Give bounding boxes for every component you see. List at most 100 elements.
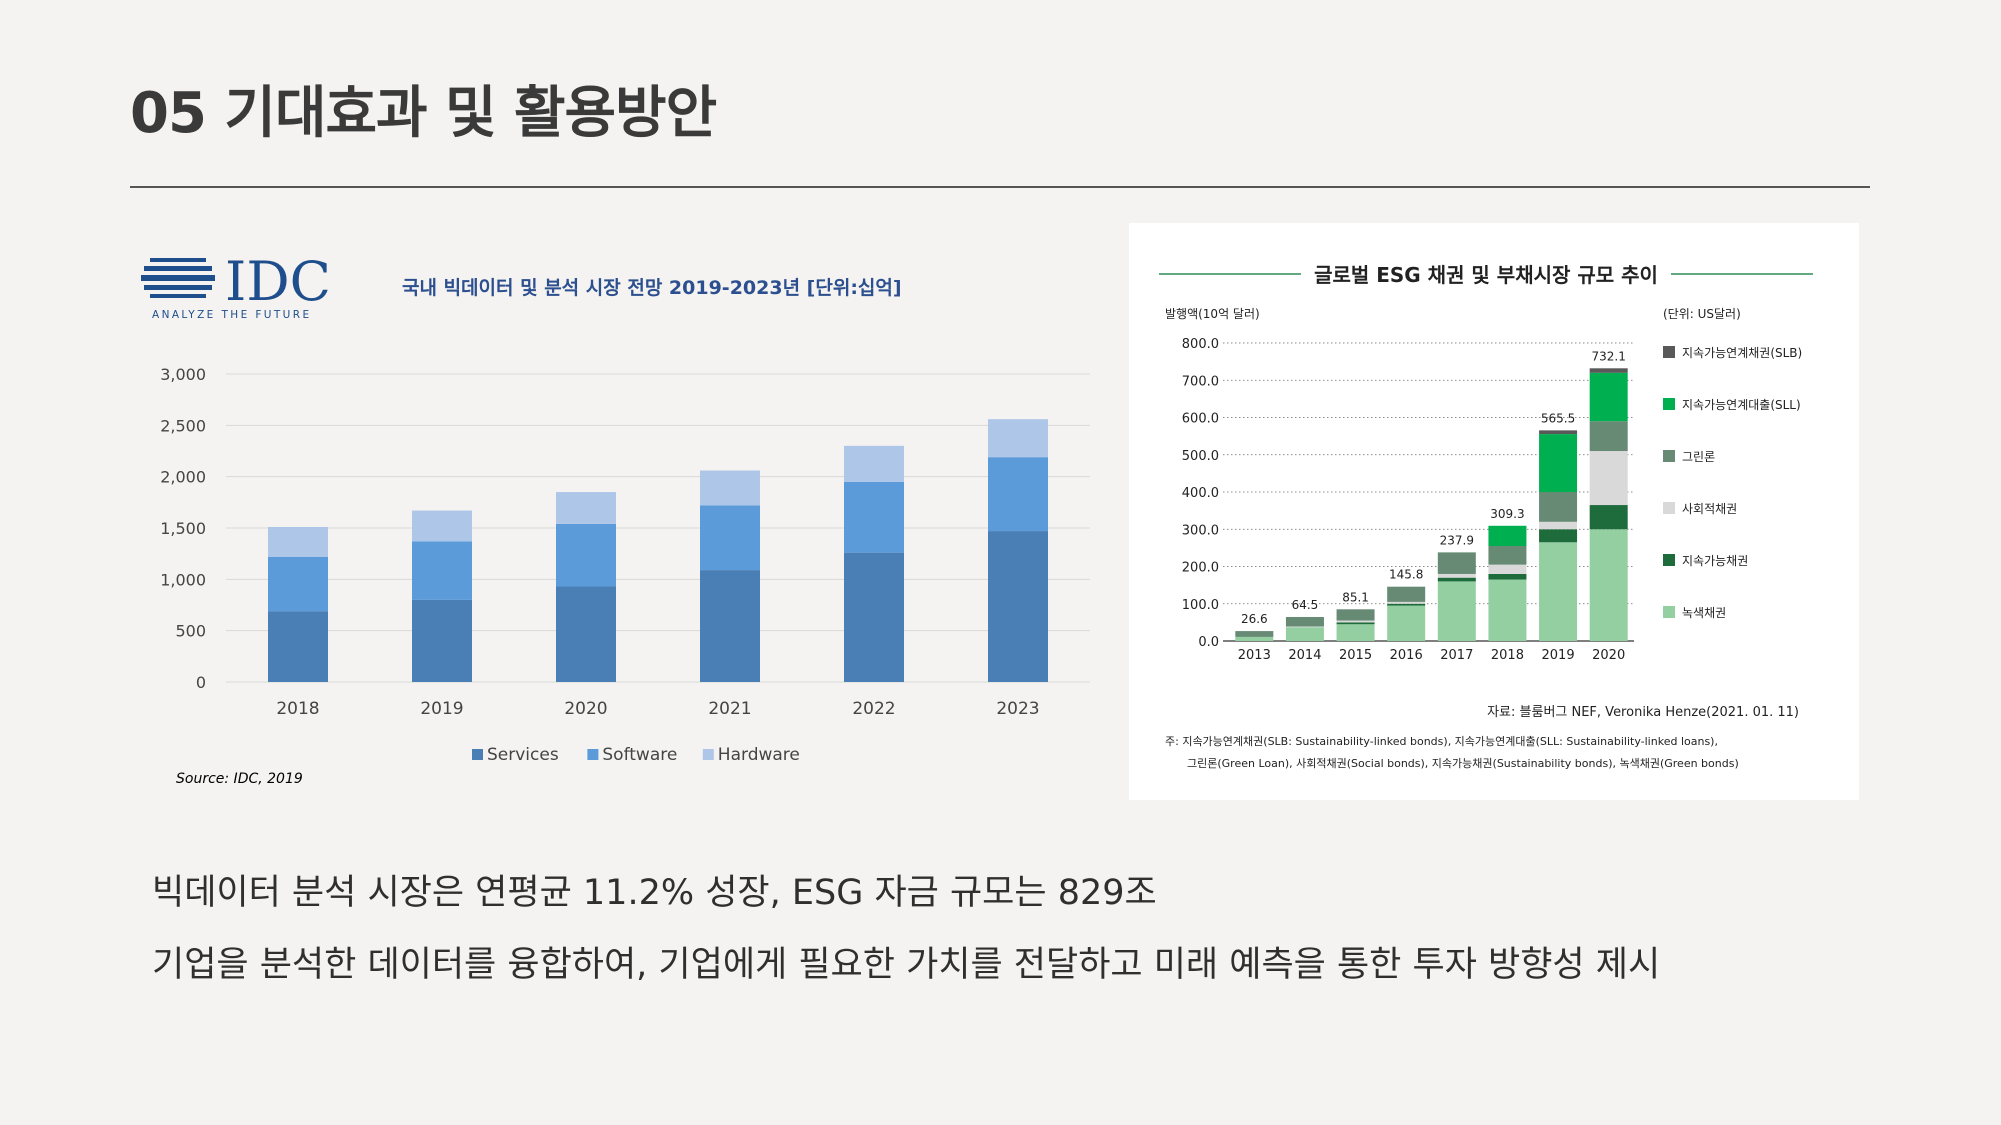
bar-services-2018 [268,611,328,682]
bar-segment-0-2019 [1539,542,1578,641]
idc-logo-text: IDC [225,250,331,313]
legend-swatch-software [587,749,599,760]
legend-label-hardware: Hardware [718,745,800,765]
total-label-2018: 309.3 [1490,507,1524,521]
y-tick-label: 800.0 [1182,337,1219,352]
legend-label-2: 그린론 [1682,450,1715,464]
bar-services-2023 [988,531,1048,682]
summary-line-2: 기업을 분석한 데이터를 융합하여, 기업에게 필요한 가치를 전달하고 미래 … [152,945,1661,985]
legend-swatch-5 [1663,606,1675,618]
x-tick-label: 2017 [1440,648,1473,663]
summary-line-1: 빅데이터 분석 시장은 연평균 11.2% 성장, ESG 자금 규모는 829… [152,873,1157,913]
bar-segment-3-2016 [1387,586,1426,602]
legend-swatch-services [472,749,483,760]
bar-segment-0-2016 [1387,605,1426,641]
total-label-2017: 237.9 [1440,533,1474,547]
bar-services-2020 [556,586,616,682]
idc-globe-icon [141,258,215,298]
esg-chart-panel: 글로벌 ESG 채권 및 부채시장 규모 추이 발행액(10억 달러) (단위:… [1129,223,1859,800]
bar-segment-0-2017 [1437,581,1476,641]
bar-hardware-2022 [844,445,904,482]
x-tick-label: 2019 [1542,648,1575,663]
chart-title: 글로벌 ESG 채권 및 부채시장 규모 추이 [1314,263,1658,287]
x-tick-label: 2020 [564,699,607,719]
bar-segment-3-2015 [1336,609,1375,621]
idc-tagline: ANALYZE THE FUTURE [152,309,312,321]
bar-segment-5-2020 [1589,368,1628,373]
bar-software-2021 [700,505,760,571]
bar-software-2022 [844,481,904,553]
total-label-2015: 85.1 [1342,590,1369,604]
legend-label-4: 지속가능채권 [1682,554,1748,568]
title-divider [130,186,1870,188]
y-tick-label: 500 [175,622,206,641]
bar-software-2020 [556,523,616,587]
y-tick-label: 300.0 [1182,523,1219,538]
y-axis-label: 발행액(10억 달러) [1165,306,1260,321]
bar-segment-1-2018 [1488,573,1527,580]
legend-label-1: 지속가능연계대출(SLL) [1682,398,1801,412]
bar-segment-0-2018 [1488,579,1527,641]
chart-source: 자료: 블룸버그 NEF, Veronika Henze(2021. 01. 1… [1487,705,1799,720]
bar-segment-2-2018 [1488,564,1527,574]
bar-segment-2-2014 [1285,626,1324,628]
y-tick-label: 600.0 [1182,412,1219,427]
bar-segment-4-2018 [1488,525,1527,547]
total-label-2014: 64.5 [1292,598,1319,612]
total-label-2016: 145.8 [1389,568,1423,582]
bar-segment-2-2015 [1336,620,1375,623]
legend-swatch-2 [1663,450,1675,462]
bar-segment-2-2017 [1437,573,1476,578]
bar-segment-3-2019 [1539,492,1578,522]
bar-segment-3-2020 [1589,421,1628,452]
bar-segment-3-2017 [1437,552,1476,574]
bar-segment-5-2019 [1539,430,1578,435]
idc-chart-panel: IDC ANALYZE THE FUTURE 국내 빅데이터 및 분석 시장 전… [140,238,1110,808]
x-tick-label: 2013 [1238,648,1271,663]
slide-title: 05 기대효과 및 활용방안 [130,81,717,146]
x-tick-label: 2016 [1390,648,1423,663]
legend-swatch-0 [1663,346,1675,358]
legend-label-0: 지속가능연계채권(SLB) [1682,346,1802,360]
bar-services-2019 [412,599,472,682]
bar-hardware-2023 [988,419,1048,458]
y-tick-label: 1,500 [160,519,206,538]
legend-label-services: Services [487,745,559,765]
bar-segment-4-2020 [1589,372,1628,422]
bar-segment-3-2018 [1488,546,1527,565]
chart-source: Source: IDC, 2019 [176,771,303,787]
esg-chart: 글로벌 ESG 채권 및 부채시장 규모 추이 발행액(10억 달러) (단위:… [1159,263,1813,770]
x-tick-label: 2020 [1592,648,1625,663]
bar-segment-1-2017 [1437,577,1476,582]
y-tick-label: 3,000 [160,365,206,384]
legend-label-3: 사회적채권 [1682,502,1737,516]
y-tick-label: 2,500 [160,416,206,435]
legend-swatch-3 [1663,502,1675,514]
bar-segment-2-2020 [1589,451,1628,506]
bar-segment-4-2019 [1539,434,1578,492]
y-tick-label: 400.0 [1182,486,1219,501]
total-label-2020: 732.1 [1592,349,1626,363]
y-tick-label: 2,000 [160,468,206,487]
bar-hardware-2018 [268,526,328,557]
unit-note: (단위: US달러) [1663,307,1741,321]
bar-hardware-2020 [556,492,616,524]
y-tick-label: 1,000 [160,570,206,589]
bar-software-2019 [412,541,472,600]
y-tick-label: 0 [196,673,206,692]
x-tick-label: 2018 [276,699,319,719]
chart-note-line-1: 주: 지속가능연계채권(SLB: Sustainability-linked b… [1165,735,1718,748]
y-tick-label: 700.0 [1182,374,1219,389]
y-tick-label: 500.0 [1182,449,1219,464]
x-tick-label: 2019 [420,699,463,719]
bar-hardware-2019 [412,510,472,542]
y-tick-label: 200.0 [1182,561,1219,576]
total-label-2013: 26.6 [1241,612,1268,626]
y-tick-label: 100.0 [1182,598,1219,613]
x-tick-label: 2014 [1288,648,1321,663]
x-tick-label: 2018 [1491,648,1524,663]
x-tick-label: 2015 [1339,648,1372,663]
legend-swatch-1 [1663,398,1675,410]
bar-segment-1-2015 [1336,622,1375,625]
idc-chart: IDC ANALYZE THE FUTURE 국내 빅데이터 및 분석 시장 전… [141,250,1090,787]
